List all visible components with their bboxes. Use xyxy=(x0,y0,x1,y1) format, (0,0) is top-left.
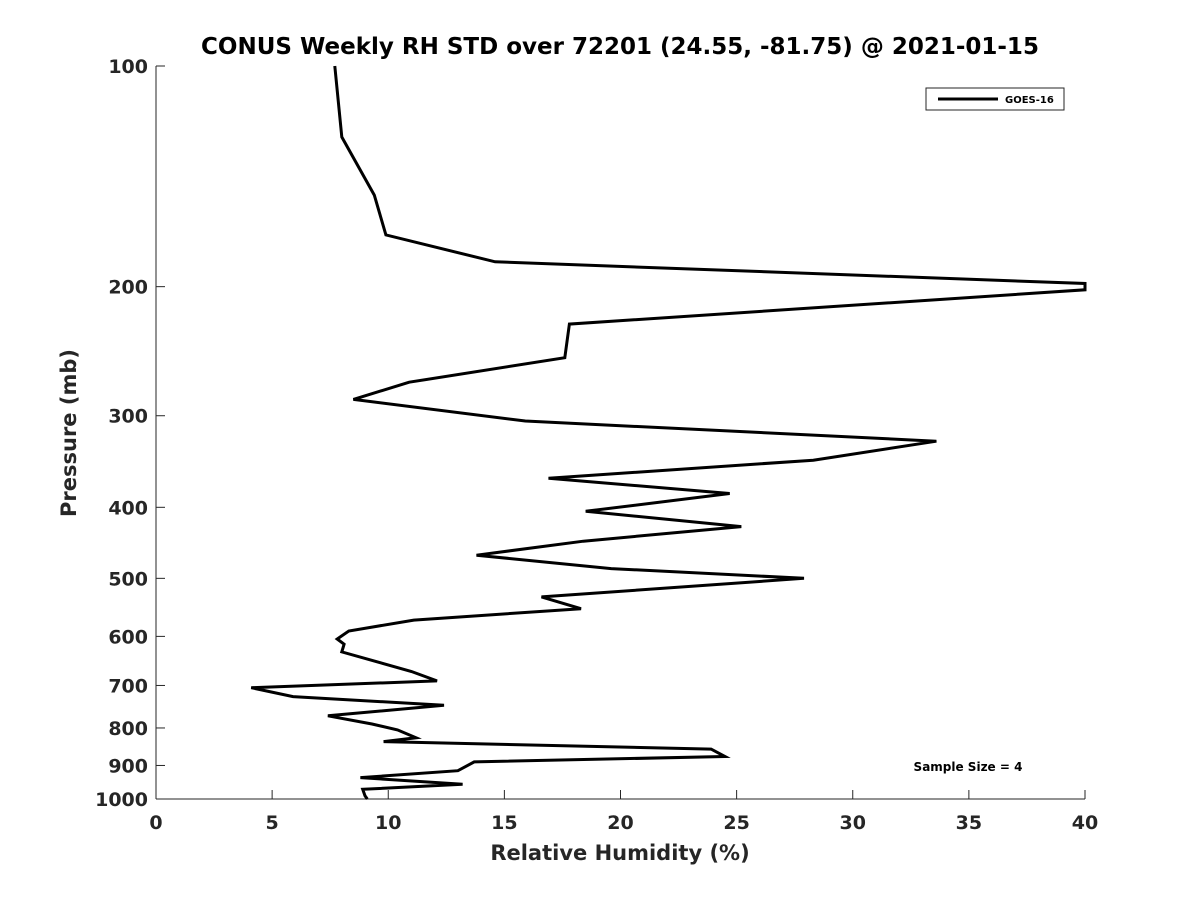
x-tick-label: 5 xyxy=(266,812,279,834)
y-axis-ticks: 100 200 300 400 500 600 700 800 900 1000 xyxy=(95,56,165,811)
y-tick-label: 700 xyxy=(108,675,148,697)
y-tick-label: 200 xyxy=(108,277,148,299)
y-tick-label: 300 xyxy=(108,406,148,428)
legend: GOES-16 xyxy=(925,87,1065,111)
x-tick-label: 35 xyxy=(956,812,982,834)
legend-entry-goes-16: GOES-16 xyxy=(1005,95,1054,106)
y-tick-label: 400 xyxy=(108,497,148,519)
series-line-goes-16 xyxy=(250,65,1087,800)
y-axis-label: Pressure (mb) xyxy=(57,349,81,517)
x-axis-ticks: 0 5 10 15 20 25 30 35 40 xyxy=(149,790,1098,834)
chart-title: CONUS Weekly RH STD over 72201 (24.55, -… xyxy=(201,34,1039,60)
sample-size-annotation: Sample Size = 4 xyxy=(914,760,1023,774)
y-tick-label: 100 xyxy=(108,56,148,78)
x-tick-label: 10 xyxy=(375,812,401,834)
x-tick-label: 20 xyxy=(607,812,633,834)
series-group xyxy=(250,65,1087,800)
y-tick-label: 900 xyxy=(108,755,148,777)
y-tick-label: 500 xyxy=(108,568,148,590)
x-tick-label: 0 xyxy=(149,812,162,834)
y-tick-label: 600 xyxy=(108,626,148,648)
plot-area xyxy=(156,66,1085,799)
x-tick-label: 40 xyxy=(1072,812,1098,834)
y-tick-label: 800 xyxy=(108,718,148,740)
x-tick-label: 25 xyxy=(723,812,749,834)
x-tick-label: 15 xyxy=(491,812,517,834)
x-tick-label: 30 xyxy=(840,812,866,834)
y-tick-label: 1000 xyxy=(95,789,148,811)
x-axis-label: Relative Humidity (%) xyxy=(490,841,749,865)
